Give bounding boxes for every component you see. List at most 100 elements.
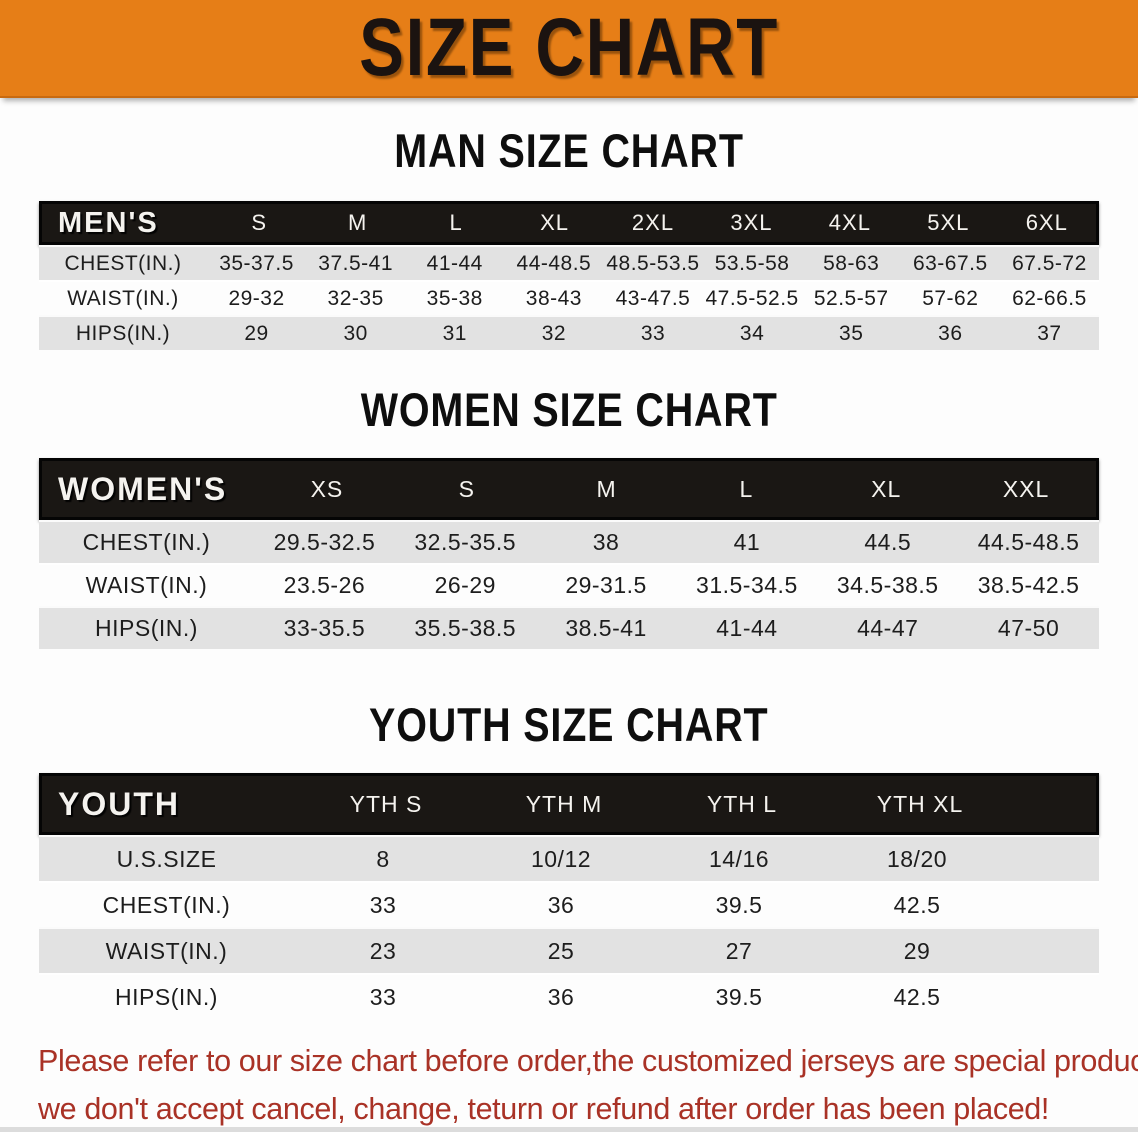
table-cell: 37.5-41 [318, 251, 394, 275]
table-cell: 44-47 [857, 615, 919, 641]
section-title: YOUTH SIZE CHART [369, 698, 769, 751]
table-cell: 41-44 [716, 615, 778, 641]
row-label: CHEST(IN.) [82, 529, 211, 555]
column-header: YTH M [525, 790, 603, 817]
column-header: 3XL [730, 210, 773, 235]
table-body: CHEST(IN.) 35-37.5 37.5-41 41-44 44-48.5 48.5… [39, 245, 1099, 350]
column-header: 2XL [631, 210, 675, 235]
column-header: XXL [1002, 475, 1050, 502]
size-table: YOUTH YTH S YTH M YTH L YTH XL U.S.SIZE 8 10/… [39, 773, 1099, 1019]
table-cell: 52.5-57 [813, 286, 889, 310]
row-label: WAIST(IN.) [105, 937, 228, 964]
table-header: MEN'S S M L XL 2XL 3XL 4XL 5XL 6XL [39, 201, 1099, 245]
table-row: HIPS(IN.) 33-35.5 35.5-38.5 38.5-41 41-44 44-… [39, 606, 1099, 649]
disclaimer-line-2: we don't accept cancel, change, teturn o… [38, 1091, 1049, 1126]
table-cell: 14/16 [708, 845, 770, 872]
table-cell: 31.5-34.5 [696, 572, 798, 598]
row-label: CHEST(IN.) [64, 251, 182, 275]
table-cell: 30 [343, 321, 368, 345]
table-header: YOUTH YTH S YTH M YTH L YTH XL [39, 773, 1099, 835]
table-cell: 25 [547, 937, 575, 964]
table-cell: 38 [592, 529, 620, 555]
size-chart-section: MAN SIZE CHART MEN'S S M L XL 2XL 3XL 4XL 5XL 6X… [0, 125, 1138, 350]
table-header-label: MEN'S [58, 206, 159, 239]
disclaimer-line-1: Please refer to our size chart before or… [38, 1043, 1138, 1078]
size-chart-section: WOMEN SIZE CHART WOMEN'S XS S M L XL XXL CHES… [0, 384, 1138, 649]
bottom-edge-strip [0, 1127, 1138, 1132]
size-chart-section: YOUTH SIZE CHART YOUTH YTH S YTH M YTH L YT… [0, 699, 1138, 1019]
column-header: YTH L [706, 790, 778, 817]
row-label: WAIST(IN.) [67, 286, 179, 310]
row-label: HIPS(IN.) [95, 615, 198, 641]
table-cell: 36 [547, 983, 575, 1010]
table-body: CHEST(IN.) 29.5-32.5 32.5-35.5 38 41 44.5 44.5… [39, 520, 1099, 649]
table-cell: 34.5-38.5 [836, 572, 939, 598]
column-header: S [251, 210, 268, 235]
table-cell: 48.5-53.5 [606, 251, 700, 275]
table-cell: 42.5 [893, 983, 941, 1010]
row-label: U.S.SIZE [116, 845, 217, 872]
table-cell: 37 [1037, 321, 1062, 345]
column-header: 5XL [927, 210, 970, 235]
table-cell: 33 [369, 891, 397, 918]
table-cell: 39.5 [715, 983, 763, 1010]
row-label: HIPS(IN.) [75, 321, 171, 345]
table-row: HIPS(IN.) 33 36 39.5 42.5 [39, 973, 1099, 1019]
table-cell: 18/20 [886, 845, 948, 872]
table-cell: 47-50 [997, 615, 1060, 641]
table-cell: 8 [376, 845, 390, 872]
column-header: YTH S [349, 790, 423, 817]
table-row: WAIST(IN.) 23 25 27 29 [39, 927, 1099, 973]
table-header-label: YOUTH [58, 785, 180, 822]
table-cell: 29.5-32.5 [273, 529, 376, 555]
column-header: L [449, 210, 463, 235]
table-cell: 32 [541, 321, 567, 345]
table-cell: 42.5 [893, 891, 941, 918]
table-cell: 62-66.5 [1012, 286, 1087, 310]
table-cell: 38-43 [525, 286, 582, 310]
column-header: XL [540, 210, 569, 235]
table-cell: 58-63 [823, 251, 880, 275]
table-cell: 23 [369, 937, 397, 964]
table-row: CHEST(IN.) 35-37.5 37.5-41 41-44 44-48.5 48.5… [39, 245, 1099, 280]
table-cell: 63-67.5 [912, 251, 988, 275]
table-cell: 41-44 [426, 251, 483, 275]
table-cell: 57-62 [922, 286, 979, 310]
table-body: U.S.SIZE 8 10/12 14/16 18/20 CHEST(IN.) 33 36 39… [39, 835, 1099, 1019]
table-row: WAIST(IN.) 29-32 32-35 35-38 38-43 43-47.5 47.… [39, 280, 1099, 315]
table-cell: 43-47.5 [615, 286, 691, 310]
table-row: CHEST(IN.) 33 36 39.5 42.5 [39, 881, 1099, 927]
column-header: M [596, 475, 617, 502]
table-row: U.S.SIZE 8 10/12 14/16 18/20 [39, 835, 1099, 881]
size-table: WOMEN'S XS S M L XL XXL CHEST(IN.) 29.5-32.5 32… [39, 458, 1099, 649]
table-cell: 53.5-58 [714, 251, 790, 275]
table-cell: 47.5-52.5 [705, 286, 799, 310]
table-cell: 27 [725, 937, 753, 964]
table-cell: 31 [442, 321, 467, 345]
table-cell: 36 [938, 321, 963, 345]
row-label: WAIST(IN.) [85, 572, 208, 598]
table-cell: 29-31.5 [565, 572, 647, 598]
table-cell: 38.5-41 [565, 615, 647, 641]
table-cell: 29 [244, 321, 269, 345]
table-cell: 32-35 [327, 286, 384, 310]
column-header: XL [871, 475, 902, 502]
row-label: HIPS(IN.) [115, 983, 218, 1010]
table-cell: 26-29 [434, 572, 496, 598]
column-header: S [458, 475, 475, 502]
table-cell: 44.5 [864, 529, 912, 555]
table-cell: 35 [839, 321, 864, 345]
table-cell: 44-48.5 [516, 251, 592, 275]
table-cell: 41 [733, 529, 761, 555]
column-header: XS [310, 475, 344, 502]
size-chart-sections: MAN SIZE CHART MEN'S S M L XL 2XL 3XL 4XL 5XL 6X… [0, 125, 1138, 1019]
table-header-label: WOMEN'S [58, 470, 228, 507]
column-header: M [347, 210, 368, 235]
column-header: YTH XL [876, 790, 964, 817]
table-cell: 39.5 [715, 891, 763, 918]
column-header: 6XL [1025, 210, 1068, 235]
size-table: MEN'S S M L XL 2XL 3XL 4XL 5XL 6XL CHEST(IN.) 35-… [39, 201, 1099, 350]
table-cell: 29 [903, 937, 931, 964]
table-cell: 33 [369, 983, 397, 1010]
table-header: WOMEN'S XS S M L XL XXL [39, 458, 1099, 520]
